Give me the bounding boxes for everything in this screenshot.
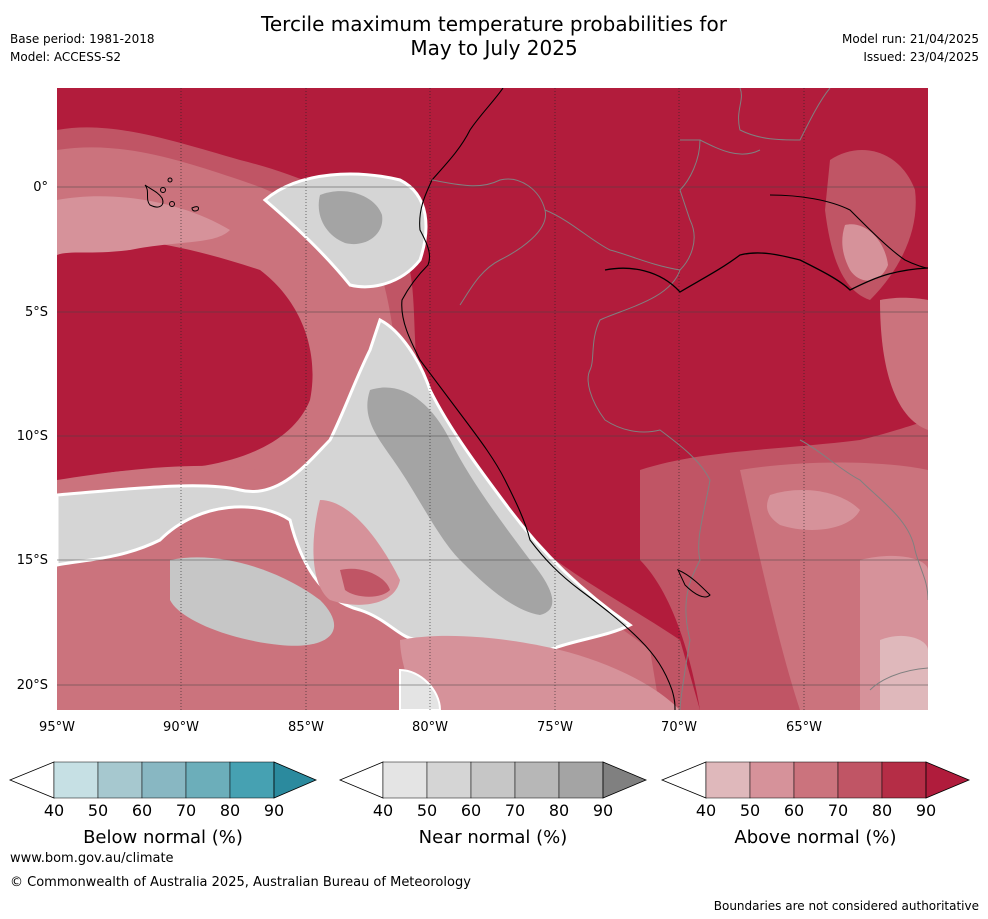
above-normal-southern-coastal	[400, 635, 680, 710]
lon-label: 70°W	[661, 720, 697, 735]
near-normal-80-core-north	[318, 191, 383, 245]
legend-label: Near normal (%)	[419, 827, 568, 848]
colorbar-extend-low	[660, 761, 707, 799]
colorbar-segment	[749, 761, 795, 799]
colorbar-segment	[837, 761, 883, 799]
meta-right: Model run: 21/04/2025 Issued: 23/04/2025	[842, 30, 979, 66]
lon-label: 65°W	[786, 720, 822, 735]
colorbar-segment	[881, 761, 927, 799]
colorbar-extend-high	[273, 761, 318, 799]
colorbar-tick-label: 50	[88, 801, 108, 820]
eastern-borders	[699, 88, 928, 691]
above-normal-northeast-70	[880, 297, 928, 430]
issued-date: Issued: 23/04/2025	[863, 50, 979, 64]
colorbar-tick-label: 40	[373, 801, 393, 820]
base-period: Base period: 1981-2018	[10, 32, 155, 46]
colorbar-extend-low	[8, 761, 55, 799]
colorbar-segment	[426, 761, 472, 799]
colorbar-tick-label: 70	[505, 801, 525, 820]
river-tributary	[769, 194, 928, 269]
lon-axis-labels: 95°W 90°W 85°W 80°W 75°W 70°W 65°W	[39, 720, 822, 735]
colorbar-segment	[558, 761, 604, 799]
lon-label: 90°W	[163, 720, 199, 735]
colorbar-segment	[141, 761, 187, 799]
footer-disclaimer: Boundaries are not considered authoritat…	[713, 899, 979, 913]
meta-left: Base period: 1981-2018 Model: ACCESS-S2	[10, 30, 155, 66]
model-run: Model run: 21/04/2025	[841, 32, 979, 46]
title-line-1: Tercile maximum temperature probabilitie…	[261, 12, 727, 36]
colorbar-segment	[229, 761, 275, 799]
legend-near-normal: 40 50 60 70 80 90 Near normal (%)	[338, 761, 648, 848]
lon-label: 80°W	[412, 720, 448, 735]
legend-above-normal: 40 50 60 70 80 90 Above normal (%)	[660, 761, 971, 848]
above-normal-island-core	[340, 568, 390, 597]
colorbar-extend-high	[602, 761, 648, 799]
galapagos-island	[191, 206, 199, 212]
near-normal-80-core-coastal	[367, 387, 553, 615]
colorbar-segment	[53, 761, 99, 799]
colorbar-tick-label: 80	[549, 801, 569, 820]
lat-label: 15°S	[17, 553, 48, 568]
footer-copyright: © Commonwealth of Australia 2025, Austra…	[10, 875, 471, 890]
lake-titicaca	[677, 569, 711, 598]
colorbar-segment	[382, 761, 428, 799]
galapagos-island	[167, 177, 173, 183]
colorbar-segment	[514, 761, 560, 799]
colorbar-segment	[97, 761, 143, 799]
colorbar-tick-label: 90	[593, 801, 613, 820]
map-area	[57, 88, 928, 710]
colorbar-tick-label: 60	[784, 801, 804, 820]
galapagos-island	[144, 184, 164, 208]
colorbar-tick-label: 60	[132, 801, 152, 820]
legend-label: Below normal (%)	[83, 827, 243, 848]
lat-label: 5°S	[25, 305, 48, 320]
above-normal-northeast-60	[842, 224, 888, 281]
colorbar-segment	[793, 761, 839, 799]
colorbar-segment	[470, 761, 516, 799]
lon-label: 95°W	[39, 720, 75, 735]
colorbar-tick-label: 70	[176, 801, 196, 820]
colorbar-extend-high	[925, 761, 971, 799]
near-normal-70-band	[170, 557, 335, 646]
lat-label: 20°S	[17, 678, 48, 693]
galapagos-island	[169, 201, 175, 207]
colorbar-extend-low	[338, 761, 384, 799]
colorbar-tick-label: 40	[696, 801, 716, 820]
above-normal-inland-patch	[767, 490, 860, 530]
national-borders	[431, 139, 711, 710]
lat-label: 0°	[33, 180, 48, 195]
above-normal-east-50	[880, 635, 928, 710]
colorbar-tick-label: 90	[264, 801, 284, 820]
title-line-2: May to July 2025	[410, 36, 578, 60]
model-name: Model: ACCESS-S2	[10, 50, 122, 64]
colorbar-tick-label: 80	[220, 801, 240, 820]
lat-axis-labels: 0° 5°S 10°S 15°S 20°S	[17, 180, 48, 693]
amazon-river	[604, 252, 928, 293]
colorbar-tick-label: 40	[44, 801, 64, 820]
legend-below-normal: 40 50 60 70 80 90 Below normal (%)	[8, 761, 318, 848]
colorbar-segment	[705, 761, 751, 799]
legend-label: Above normal (%)	[734, 827, 896, 848]
above-normal-core-region	[57, 237, 313, 490]
colorbar-tick-label: 70	[828, 801, 848, 820]
colorbar-tick-label: 90	[916, 801, 936, 820]
lat-label: 10°S	[17, 429, 48, 444]
galapagos-island	[160, 187, 166, 193]
colorbar-tick-label: 50	[417, 801, 437, 820]
parallels	[57, 186, 928, 686]
lon-label: 75°W	[537, 720, 573, 735]
galapagos-islands	[144, 177, 199, 212]
lon-label: 85°W	[288, 720, 324, 735]
above-normal-60-band	[57, 196, 230, 255]
colorbar-segment	[185, 761, 231, 799]
colorbar-tick-label: 60	[461, 801, 481, 820]
coastline	[401, 88, 676, 710]
colorbar-tick-label: 50	[740, 801, 760, 820]
footer-url[interactable]: www.bom.gov.au/climate	[10, 851, 174, 866]
page-title: Tercile maximum temperature probabilitie…	[0, 12, 988, 60]
colorbar-tick-label: 80	[872, 801, 892, 820]
